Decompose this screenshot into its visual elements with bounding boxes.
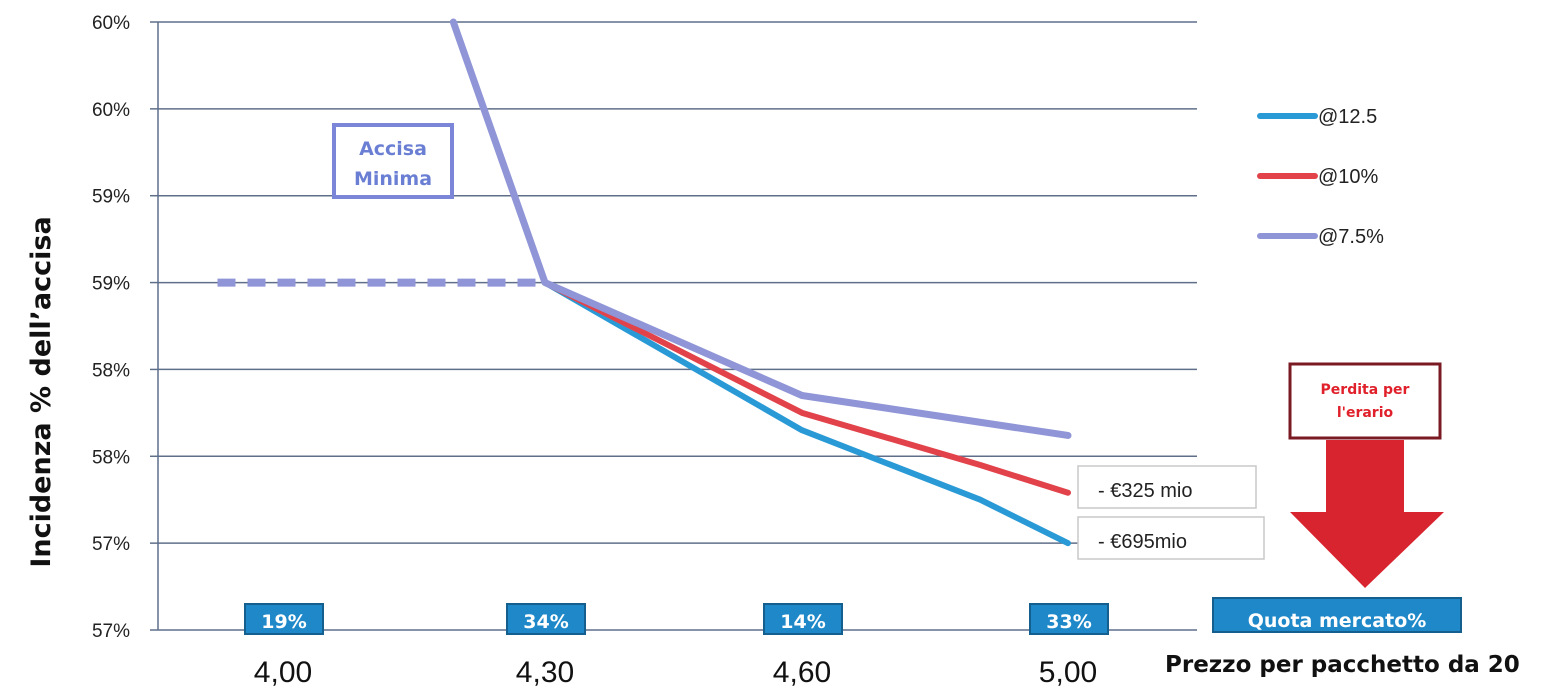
perdita-box bbox=[1288, 362, 1442, 440]
x-tick-label: 4,60 bbox=[773, 656, 831, 689]
loss-annotation-325: - €325 mio bbox=[1077, 465, 1257, 509]
legend-label: @12.5 bbox=[1318, 106, 1377, 128]
market-share-boxes: 19% 34% 14% 33% bbox=[244, 603, 1109, 635]
loss-695-label: - €695mio bbox=[1098, 531, 1187, 553]
market-share-value: 14% bbox=[780, 611, 825, 633]
market-share-box: 34% bbox=[506, 603, 586, 635]
perdita-label-line1: Perdita per bbox=[1321, 382, 1410, 398]
series-lines bbox=[449, 18, 1072, 547]
series-line-0 bbox=[542, 279, 1071, 547]
accisa-label-line2: Minima bbox=[354, 168, 432, 190]
legend-label: @7.5% bbox=[1318, 226, 1384, 248]
y-tick-label: 60% bbox=[92, 13, 130, 34]
perdita-arrow: Perdita per l'erario bbox=[1288, 362, 1444, 588]
x-tick-label: 4,30 bbox=[516, 656, 574, 689]
legend-item-10: @10% bbox=[1257, 166, 1379, 188]
series-line-2 bbox=[449, 18, 1072, 439]
market-share-value: 33% bbox=[1046, 611, 1091, 633]
perdita-label-line2: l'erario bbox=[1337, 405, 1394, 421]
y-axis-ticks: 60% 60% 59% 59% 58% 58% 57% 57% bbox=[92, 13, 158, 642]
legend: @12.5 @10% @7.5% bbox=[1257, 106, 1384, 248]
grid-lines bbox=[158, 21, 1197, 631]
x-axis-ticks: 4,00 4,30 4,60 5,00 bbox=[254, 656, 1097, 689]
x-tick-label: 5,00 bbox=[1039, 656, 1097, 689]
series-line-1 bbox=[542, 279, 1071, 496]
market-share-box: 14% bbox=[763, 603, 843, 635]
y-tick-label: 60% bbox=[92, 100, 130, 121]
market-share-label: Quota mercato% bbox=[1248, 610, 1427, 632]
market-share-box: 19% bbox=[244, 603, 324, 635]
y-tick-label: 59% bbox=[92, 274, 130, 295]
market-share-value: 19% bbox=[261, 611, 306, 633]
x-tick-label: 4,00 bbox=[254, 656, 312, 689]
market-share-label-box: Quota mercato% bbox=[1212, 597, 1462, 633]
legend-item-7-5: @7.5% bbox=[1257, 226, 1384, 248]
y-tick-label: 58% bbox=[92, 360, 130, 381]
accisa-label-line1: Accisa bbox=[359, 138, 427, 160]
y-tick-label: 57% bbox=[92, 534, 130, 555]
x-axis-label: Prezzo per pacchetto da 20 bbox=[1165, 652, 1520, 678]
y-tick-label: 59% bbox=[92, 187, 130, 208]
loss-325-label: - €325 mio bbox=[1098, 480, 1193, 502]
legend-item-12-5: @12.5 bbox=[1257, 106, 1377, 128]
loss-annotation-695: - €695mio bbox=[1077, 516, 1265, 560]
y-tick-label: 57% bbox=[92, 621, 130, 642]
y-tick-label: 58% bbox=[92, 447, 130, 468]
y-axis-label: Incidenza % dell’accisa bbox=[26, 216, 57, 567]
market-share-box: 33% bbox=[1029, 603, 1109, 635]
market-share-value: 34% bbox=[523, 611, 568, 633]
down-arrow-icon bbox=[1290, 440, 1444, 588]
legend-label: @10% bbox=[1318, 166, 1379, 188]
accisa-minima-box: Accisa Minima bbox=[332, 123, 454, 199]
